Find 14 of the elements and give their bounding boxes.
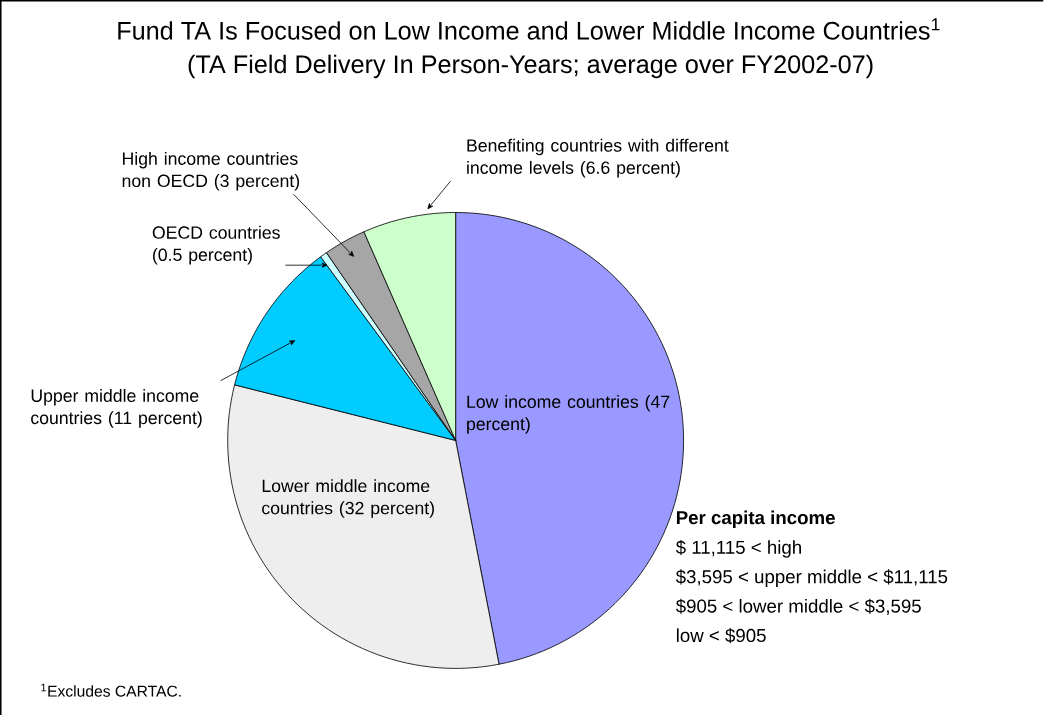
slice-label: High income countries non OECD (3 percent) [122,152,300,191]
text: low < $905 [676,628,766,644]
slice-label: Lower middle income countries (32 percent) [262,479,434,518]
slice-label: Benefiting countries with different income levels (6.6 percent) [467,138,729,178]
text: $905 < lower middle < $3,595 [675,598,921,616]
text: $ 11,115 < high [675,540,801,558]
chart-title: Fund TA Is Focused on Low Income and Lower Middle Income Countries$^{1}$ [118,18,940,40]
chart-subtitle: (TA Field Delivery In Person-Years; average over FY2002-07) [188,54,873,79]
text: $3,595 < upper middle < $11,115 [675,569,948,588]
slice-label: OECD countries (0.5 percent) [152,225,280,265]
text: $^{1}$Excludes CARTAC. [41,683,181,697]
text: Per capita income [676,510,835,529]
slice-label: Low income countries (47 percent) [467,395,670,434]
slice-label: Upper middle income countries (11 percent) [31,389,202,428]
